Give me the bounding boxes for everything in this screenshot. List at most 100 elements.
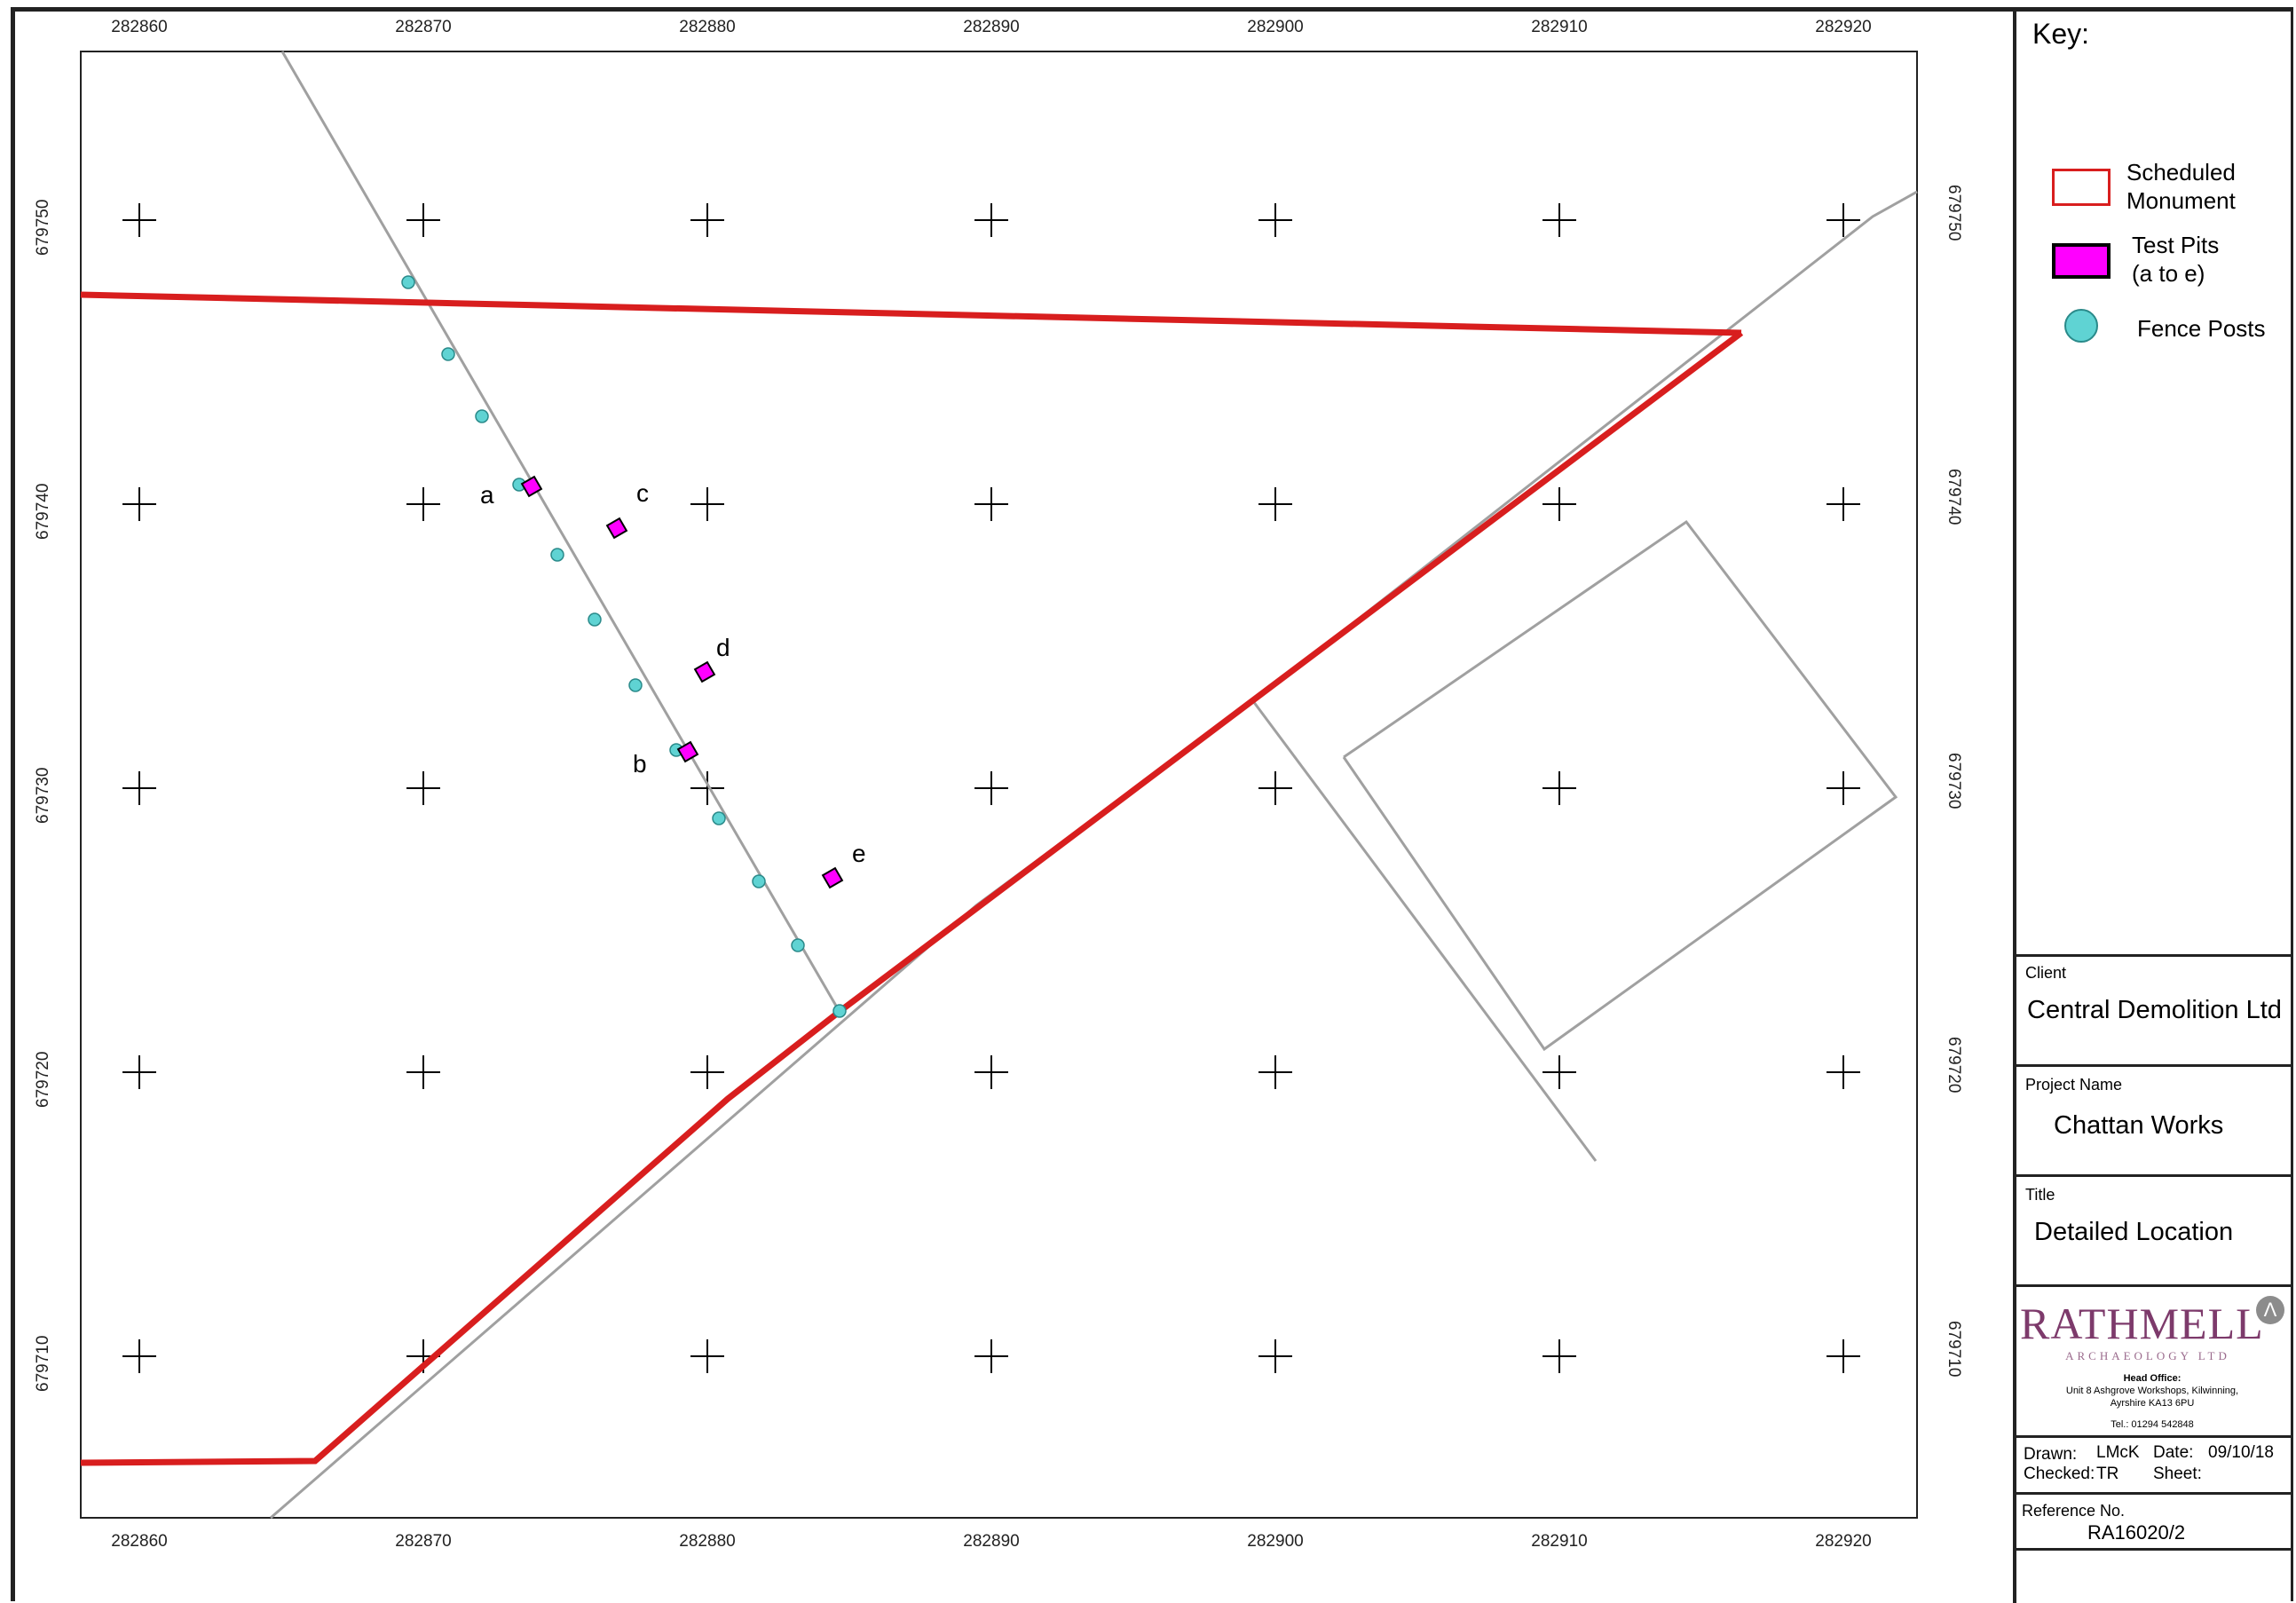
fence-line — [280, 51, 841, 1013]
legend-label-fence-posts: Fence Posts — [2137, 315, 2266, 342]
project-caption: Project Name — [2025, 1076, 2123, 1094]
pit-label-a: a — [480, 481, 494, 509]
fence-post-swatch — [2064, 309, 2098, 343]
grid-cross — [1258, 1339, 1292, 1373]
grid-cross — [1543, 203, 1576, 237]
y-tick-left-3: 679720 — [34, 1051, 52, 1108]
reference-number: RA16020/2 — [2087, 1521, 2186, 1544]
grid-cross — [406, 203, 440, 237]
x-tick-bottom-6: 282920 — [1815, 1532, 1872, 1551]
title-box: Title Detailed Location — [2015, 1174, 2293, 1284]
head-office-label: Head Office: — [2123, 1373, 2182, 1384]
building-outline — [1342, 519, 1898, 1052]
rathmell-logo: RATHMELL — [2020, 1299, 2264, 1348]
logo-subtitle: ARCHAEOLOGY LTD — [2065, 1349, 2230, 1362]
address-line-2: Ayrshire KA13 6PU — [2110, 1398, 2195, 1409]
client-box: Client Central Demolition Ltd — [2015, 954, 2293, 1064]
x-tick-top-4: 282900 — [1247, 18, 1304, 36]
grid-cross — [690, 203, 724, 237]
grid-cross — [1258, 1055, 1292, 1089]
x-tick-bottom-2: 282880 — [679, 1532, 736, 1551]
date-value: 09/10/18 — [2208, 1443, 2274, 1462]
y-tick-right-1: 679740 — [1945, 469, 1963, 525]
grid-cross — [1258, 771, 1292, 805]
client-caption: Client — [2025, 964, 2067, 982]
grid-cross — [122, 487, 156, 521]
grid-cross — [1543, 1339, 1576, 1373]
grid-cross — [1827, 771, 1860, 805]
grid-cross — [1543, 487, 1576, 521]
fence-post — [712, 811, 726, 825]
grid-cross — [690, 771, 724, 805]
pit-label-b: b — [633, 750, 647, 778]
pit-label-e: e — [852, 840, 866, 867]
client-name: Central Demolition Ltd — [2027, 996, 2282, 1024]
reference-caption: Reference No. — [2022, 1502, 2126, 1520]
test-pit-e — [821, 866, 844, 889]
test-pit-swatch — [2052, 243, 2111, 279]
drawing-frame — [11, 7, 2293, 1601]
x-tick-bottom-0: 282860 — [111, 1532, 168, 1551]
grid-cross — [122, 1339, 156, 1373]
y-tick-right-3: 679720 — [1945, 1037, 1963, 1094]
x-tick-bottom-5: 282910 — [1531, 1532, 1588, 1551]
fence-post — [475, 409, 489, 423]
key-title: Key: — [2032, 18, 2090, 50]
checked-value: TR — [2096, 1465, 2119, 1483]
y-tick-right-0: 679750 — [1945, 185, 1963, 241]
drawn-value: LMcK — [2096, 1443, 2140, 1462]
fence-post — [628, 678, 643, 692]
y-tick-right-2: 679730 — [1945, 753, 1963, 809]
grid-cross — [974, 203, 1008, 237]
grid-cross — [690, 487, 724, 521]
lambda-icon: Λ — [2256, 1296, 2284, 1324]
x-tick-top-6: 282920 — [1815, 18, 1872, 36]
grid-cross — [690, 1055, 724, 1089]
grid-cross — [122, 203, 156, 237]
monument-north-edge — [80, 291, 1742, 336]
pit-label-d: d — [716, 634, 730, 661]
test-pit-b — [676, 740, 699, 763]
grid-cross — [974, 1055, 1008, 1089]
grid-cross — [1827, 487, 1860, 521]
monument-south-edge — [80, 330, 1744, 1466]
y-tick-left-2: 679730 — [34, 767, 52, 824]
map-canvas: a b c d e — [80, 51, 1918, 1520]
grid-cross — [406, 771, 440, 805]
test-pit-d — [693, 660, 716, 683]
y-tick-left-4: 679710 — [34, 1335, 52, 1392]
grid-cross — [1258, 203, 1292, 237]
x-tick-top-5: 282910 — [1531, 18, 1588, 36]
test-pit-c — [605, 517, 628, 540]
reference-box: Reference No. RA16020/2 — [2015, 1492, 2293, 1551]
project-name: Chattan Works — [2054, 1111, 2224, 1140]
x-tick-top-2: 282880 — [679, 18, 736, 36]
project-box: Project Name Chattan Works — [2015, 1064, 2293, 1174]
legend-label-monument: Scheduled Monument — [2126, 159, 2236, 214]
title-caption: Title — [2025, 1186, 2055, 1204]
fence-post — [550, 548, 564, 562]
grid-cross — [122, 771, 156, 805]
test-pit-a — [520, 475, 543, 498]
key-panel: Key: Scheduled Monument Test Pits (a to … — [2013, 7, 2293, 1603]
grid-cross — [690, 1339, 724, 1373]
fence-posts — [401, 275, 847, 1018]
grid-cross — [1258, 487, 1292, 521]
grid-cross — [1543, 1055, 1576, 1089]
test-pit-labels: a b c d e — [480, 479, 866, 867]
x-tick-top-1: 282870 — [395, 18, 452, 36]
scheduled-monument-boundary — [80, 291, 1744, 1466]
y-tick-left-1: 679740 — [34, 483, 52, 540]
drawn-label: Drawn: — [2024, 1445, 2078, 1464]
x-tick-top-0: 282860 — [111, 18, 168, 36]
grid-cross — [1543, 771, 1576, 805]
scheduled-monument-swatch — [2052, 169, 2111, 206]
grid-crosses — [122, 203, 1860, 1373]
grid-cross — [406, 1055, 440, 1089]
x-tick-bottom-1: 282870 — [395, 1532, 452, 1551]
grid-cross — [1827, 203, 1860, 237]
fence-post — [832, 1004, 847, 1018]
track-line — [1251, 700, 1598, 1162]
grid-cross — [974, 487, 1008, 521]
sheet-label: Sheet: — [2153, 1465, 2202, 1483]
